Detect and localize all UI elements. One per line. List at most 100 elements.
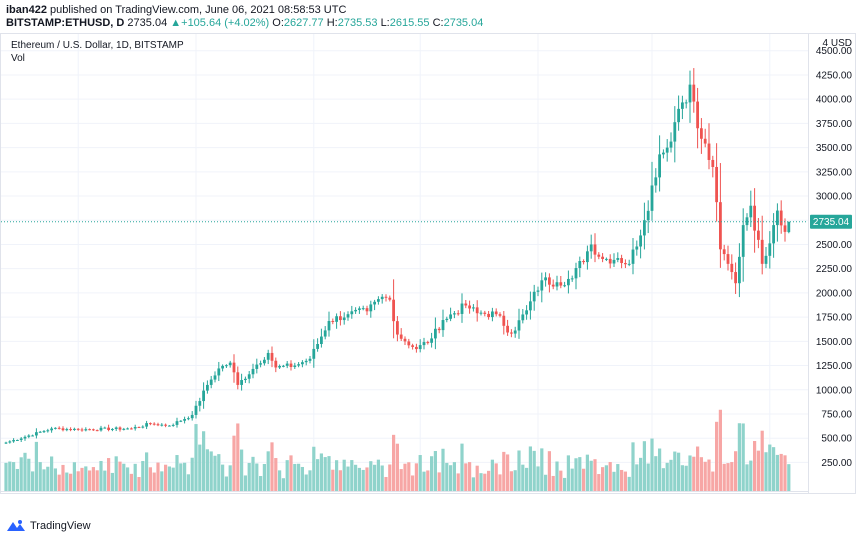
candle-body xyxy=(491,311,494,318)
volume-bar xyxy=(437,472,441,491)
candle-body xyxy=(225,365,228,367)
volume-bar xyxy=(734,451,738,491)
volume-bar xyxy=(528,446,532,491)
candle-body xyxy=(578,261,582,269)
volume-bar xyxy=(547,451,551,491)
volume-bar xyxy=(213,455,217,491)
candle-body xyxy=(179,420,183,422)
volume-bar xyxy=(384,476,388,491)
price-chart[interactable]: 250.00 500.00 750.00 1000.00 1250.00 1500.00 1… xyxy=(0,33,860,495)
candle-body xyxy=(430,338,433,343)
y-tick-label: 250.00 xyxy=(821,458,852,469)
candle-body xyxy=(665,147,669,153)
volume-bar xyxy=(646,463,650,491)
volume-bar xyxy=(456,473,460,491)
volume-bar xyxy=(627,476,631,491)
candle-body xyxy=(190,414,194,419)
candle-body xyxy=(301,362,304,365)
candle-body xyxy=(137,427,141,429)
candle-body xyxy=(160,424,164,426)
volume-bar xyxy=(665,462,669,491)
candle-body xyxy=(745,217,749,226)
y-tick-label: 3250.00 xyxy=(816,167,853,178)
candle-body xyxy=(559,282,563,286)
volume-bar xyxy=(673,451,677,491)
candle-body xyxy=(453,313,456,315)
candle-body xyxy=(506,325,509,333)
volume-bar xyxy=(699,457,703,491)
volume-bar xyxy=(126,467,130,491)
candle-body xyxy=(339,316,342,321)
volume-bar xyxy=(475,465,479,491)
volume-bar xyxy=(15,468,19,491)
volume-bar xyxy=(145,452,149,491)
candle-body xyxy=(152,423,156,425)
volume-bar xyxy=(517,450,521,491)
candle-body xyxy=(464,303,468,306)
volume-bar xyxy=(171,467,175,491)
volume-bar xyxy=(726,463,730,491)
candle-body xyxy=(133,427,137,429)
high-label: H: xyxy=(326,17,338,29)
volume-bar xyxy=(445,462,449,491)
candle-body xyxy=(776,210,779,226)
candle-body xyxy=(35,432,38,436)
volume-bar xyxy=(787,464,791,491)
candle-body xyxy=(122,428,126,430)
candle-body xyxy=(141,426,145,428)
volume-bar xyxy=(289,455,293,491)
volume-bar xyxy=(373,464,377,491)
volume-bar xyxy=(12,462,16,491)
volume-bar xyxy=(376,459,380,491)
candle-body xyxy=(475,307,479,314)
volume-bar xyxy=(464,463,468,491)
candle-body xyxy=(289,363,293,367)
candle-body xyxy=(202,390,205,402)
candle-body xyxy=(327,320,331,331)
candle-body xyxy=(415,346,418,350)
publish-line: iban422 published on TradingView.com, Ju… xyxy=(6,4,346,16)
candle-body xyxy=(206,384,209,391)
volume-bar xyxy=(593,459,597,491)
volume-bar xyxy=(224,476,228,491)
volume-bar xyxy=(407,462,411,491)
volume-bar xyxy=(502,451,506,491)
volume-bar xyxy=(452,462,456,491)
price-axis[interactable]: 250.00 500.00 750.00 1000.00 1250.00 1500.00 1… xyxy=(816,38,853,469)
volume-bar xyxy=(42,469,46,491)
candle-body xyxy=(730,263,734,273)
candle-body xyxy=(589,244,593,252)
volume-bar xyxy=(749,460,753,491)
tradingview-footer[interactable]: TradingView xyxy=(6,517,91,535)
candle-body xyxy=(498,314,502,316)
candle-body xyxy=(407,341,411,346)
y-tick-label: 3750.00 xyxy=(816,119,853,130)
y-tick-label: 500.00 xyxy=(821,434,852,445)
volume-bar xyxy=(411,475,415,491)
candle-body xyxy=(99,427,103,431)
ohlc-line: BITSTAMP:ETHUSD, D 2735.04 ▲+105.64 (+4.… xyxy=(6,17,483,29)
candle-body xyxy=(540,280,544,291)
volume-bar xyxy=(95,470,99,491)
volume-bar xyxy=(278,470,282,491)
candle-body xyxy=(722,249,726,255)
candle-body xyxy=(677,108,680,123)
y-tick-label: 4000.00 xyxy=(816,95,853,106)
close-label: C: xyxy=(432,17,444,29)
candle-body xyxy=(551,284,555,287)
candle-body xyxy=(213,375,217,380)
last-price-line: 2735.04 xyxy=(1,214,852,229)
tradingview-brand: TradingView xyxy=(30,520,91,532)
candle-body xyxy=(673,122,677,142)
volume-bar xyxy=(338,470,342,491)
volume-bar xyxy=(148,467,152,491)
author-name[interactable]: iban422 xyxy=(6,4,47,16)
volume-bar xyxy=(350,460,354,491)
candle-body xyxy=(768,243,772,256)
candle-body xyxy=(646,210,650,221)
candle-body xyxy=(608,258,612,264)
candle-body xyxy=(388,297,392,300)
volume-bar xyxy=(604,465,608,491)
volume-bar xyxy=(53,468,57,491)
volume-bar xyxy=(642,441,646,491)
